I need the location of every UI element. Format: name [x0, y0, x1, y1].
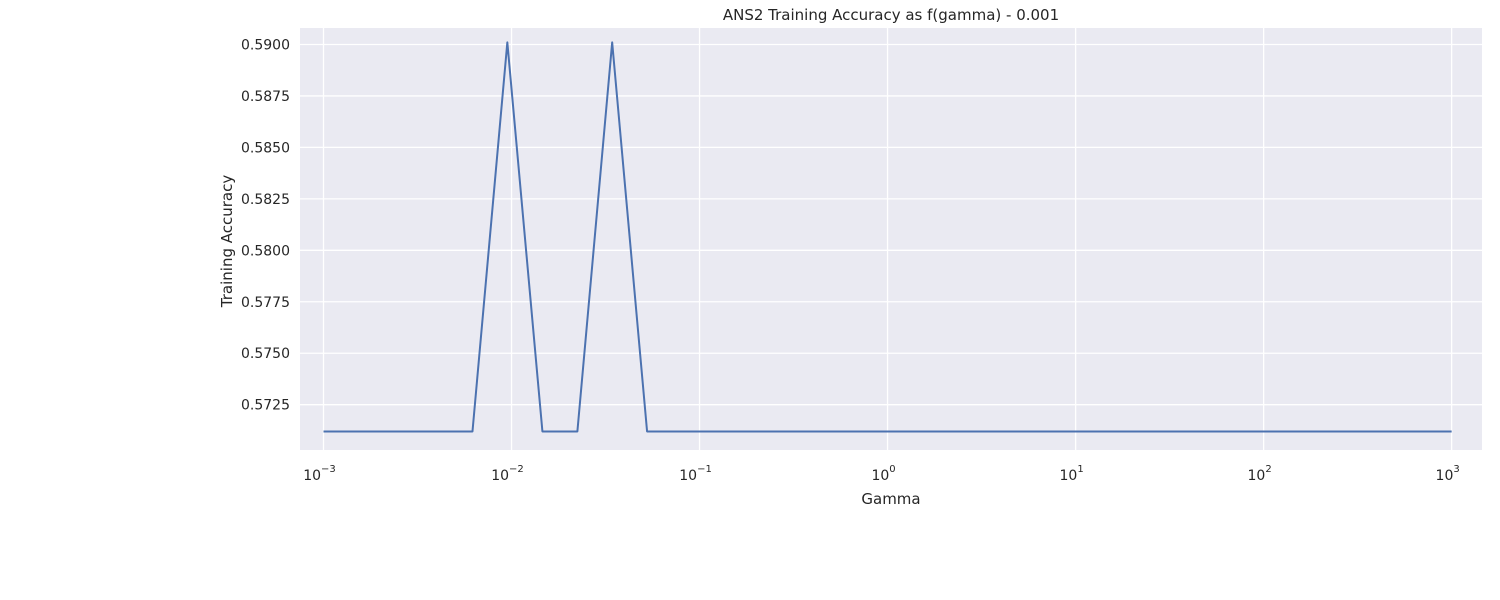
y-axis-label: Training Accuracy — [218, 175, 236, 309]
series-layer — [323, 41, 1452, 433]
y-tick-label: 0.5875 — [241, 89, 290, 105]
y-tick-label: 0.5775 — [241, 295, 290, 311]
y-tick-label: 0.5900 — [241, 37, 290, 53]
y-tick-label: 0.5825 — [241, 192, 290, 208]
y-tick-label: 0.5750 — [241, 346, 290, 362]
plot-area — [300, 28, 1482, 450]
y-tick-label: 0.5725 — [241, 398, 290, 414]
x-tick-label: 10−2 — [491, 464, 524, 484]
series-line-0 — [323, 41, 1452, 433]
y-tick-label: 0.5850 — [241, 140, 290, 156]
x-tick-label: 10−3 — [303, 464, 336, 484]
tick-labels: 10−3 10−2 10−1 100 101 102 103 0.5725 0.5750 0.57… — [241, 37, 1460, 484]
chart-title: ANS2 Training Accuracy as f(gamma) - 0.0… — [723, 6, 1059, 24]
x-tick-label: 100 — [871, 464, 895, 484]
grid — [300, 28, 1482, 450]
x-tick-label: 10−1 — [679, 464, 712, 484]
x-axis-label: Gamma — [861, 490, 920, 508]
x-tick-label: 103 — [1436, 464, 1460, 484]
x-tick-label: 101 — [1060, 464, 1084, 484]
x-tick-label: 102 — [1248, 464, 1272, 484]
y-tick-label: 0.5800 — [241, 243, 290, 259]
